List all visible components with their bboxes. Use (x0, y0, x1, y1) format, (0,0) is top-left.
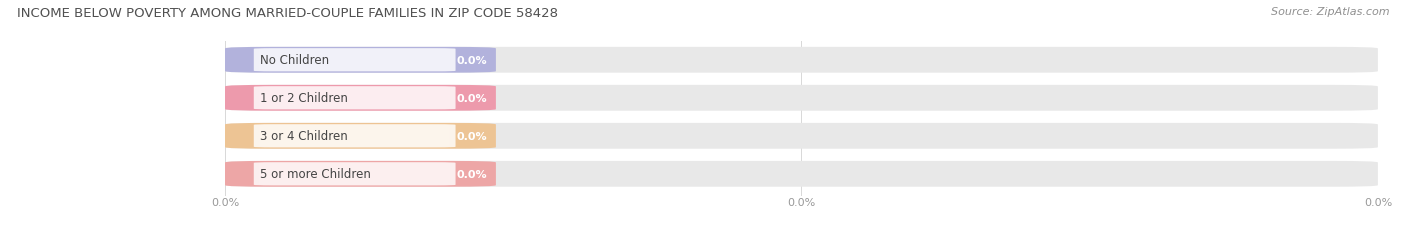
FancyBboxPatch shape (260, 49, 450, 72)
Text: 0.0%: 0.0% (1364, 198, 1392, 207)
FancyBboxPatch shape (254, 87, 456, 110)
FancyBboxPatch shape (225, 48, 1378, 73)
Text: 3 or 4 Children: 3 or 4 Children (260, 130, 347, 143)
FancyBboxPatch shape (225, 123, 496, 149)
Text: 0.0%: 0.0% (456, 93, 486, 103)
Text: INCOME BELOW POVERTY AMONG MARRIED-COUPLE FAMILIES IN ZIP CODE 58428: INCOME BELOW POVERTY AMONG MARRIED-COUPL… (17, 7, 558, 20)
Text: 0.0%: 0.0% (456, 131, 486, 141)
FancyBboxPatch shape (260, 125, 450, 148)
FancyBboxPatch shape (260, 87, 450, 110)
Text: 1 or 2 Children: 1 or 2 Children (260, 92, 347, 105)
Text: 0.0%: 0.0% (456, 169, 486, 179)
Text: 0.0%: 0.0% (456, 55, 486, 65)
FancyBboxPatch shape (254, 125, 456, 148)
FancyBboxPatch shape (254, 49, 456, 72)
FancyBboxPatch shape (225, 161, 496, 187)
FancyBboxPatch shape (225, 85, 496, 111)
FancyBboxPatch shape (260, 163, 450, 185)
FancyBboxPatch shape (225, 48, 496, 73)
Text: 0.0%: 0.0% (787, 198, 815, 207)
FancyBboxPatch shape (225, 161, 1378, 187)
Text: 5 or more Children: 5 or more Children (260, 167, 370, 181)
FancyBboxPatch shape (225, 85, 1378, 111)
Text: Source: ZipAtlas.com: Source: ZipAtlas.com (1271, 7, 1389, 17)
Text: 0.0%: 0.0% (211, 198, 239, 207)
Text: No Children: No Children (260, 54, 329, 67)
FancyBboxPatch shape (254, 163, 456, 185)
FancyBboxPatch shape (225, 123, 1378, 149)
